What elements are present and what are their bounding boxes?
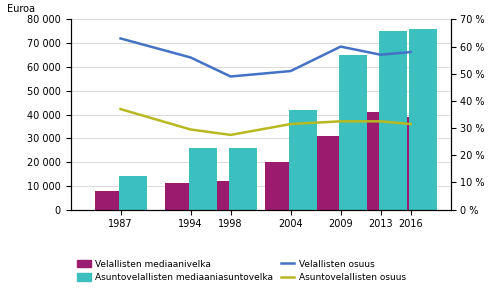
Bar (94, 191, 123, 210)
Bar (164, 184, 192, 210)
Bar (355, 112, 383, 210)
Legend: Velallisten mediaanivelka, Asuntovelallisten mediaaniasuntovelka, Velallisten os: Velallisten mediaanivelka, Asuntovelalli… (74, 256, 409, 286)
Bar (229, 148, 257, 210)
Bar (315, 136, 342, 210)
Bar (379, 31, 407, 210)
Bar (338, 55, 367, 210)
Bar (385, 117, 413, 210)
Bar (265, 162, 293, 210)
Bar (119, 176, 147, 210)
Y-axis label: Euroa: Euroa (7, 4, 35, 14)
Bar (205, 181, 233, 210)
Bar (409, 29, 437, 210)
Bar (289, 110, 317, 210)
Bar (188, 148, 216, 210)
